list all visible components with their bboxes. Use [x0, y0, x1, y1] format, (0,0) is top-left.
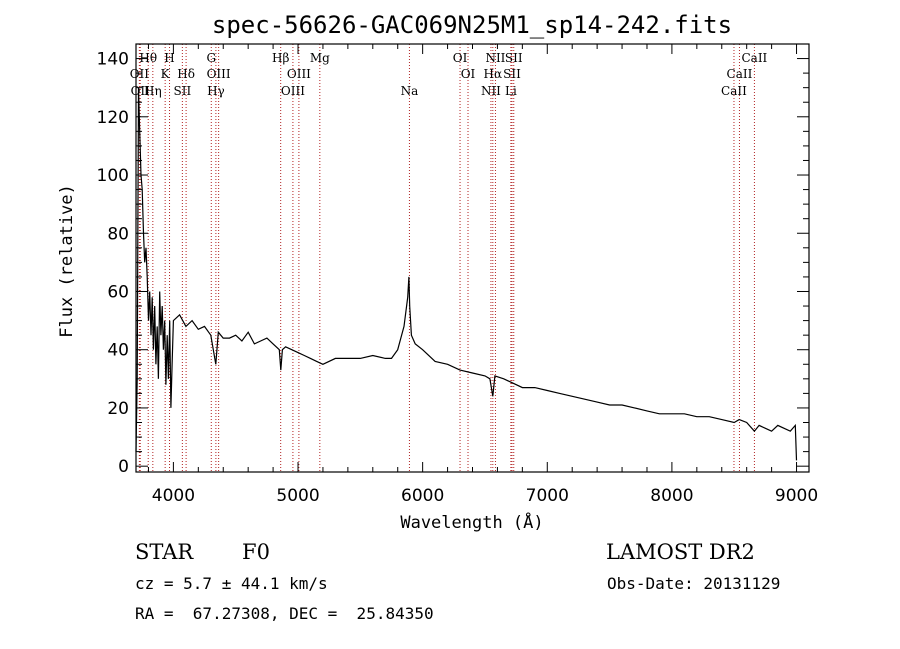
y-tick-label: 140 [97, 50, 129, 70]
y-tick-label: 40 [107, 341, 129, 361]
spectral-line-label: OIII [287, 67, 311, 81]
spectral-line-label: OI [453, 51, 468, 65]
redshift-readout: cz = 5.7 ± 44.1 km/s [135, 574, 328, 593]
spectral-line-label: Hγ [207, 84, 225, 98]
spectral-line-label: OIII [281, 84, 305, 98]
y-tick-label: 120 [97, 108, 129, 128]
spectral-line-label: K [161, 67, 171, 81]
y-tick-label: 100 [97, 166, 129, 186]
spectral-line-label: G [206, 51, 216, 65]
spectral-lines [138, 44, 755, 472]
spectrum-series-line [135, 87, 798, 461]
x-axis-ticks: 4000 5000 6000 7000 8000 9000 [147, 44, 818, 506]
coordinates-readout: RA = 67.27308, DEC = 25.84350 [135, 604, 434, 623]
y-tick-label: 20 [107, 399, 129, 419]
y-axis-label: Flux (relative) [57, 184, 77, 338]
spectral-line-label: CaII [741, 51, 767, 65]
spectral-line-label: H [164, 51, 174, 65]
chart-title: spec-56626-GAC069N25M1_sp14-242.fits [212, 11, 732, 39]
obs-date-readout: Obs-Date: 20131129 [607, 574, 781, 593]
plot-frame [135, 43, 810, 473]
spectral-line-label: Hη [144, 84, 162, 98]
spectral-line-labels: OIIOIIHθHηKHSIIHδGHγOIIIHβOIIIOIIIMgNaOI… [130, 51, 768, 98]
spectral-line-label: SII [503, 67, 521, 81]
object-class: STAR [135, 540, 194, 564]
x-tick-label: 8000 [650, 486, 693, 506]
spectral-line-label: SII [505, 51, 523, 65]
spectral-line-label: NII [481, 84, 501, 98]
object-subclass: F0 [242, 540, 270, 564]
spectral-line-label: CaII [727, 67, 753, 81]
spectral-line-label: OII [130, 67, 150, 81]
spectral-line-label: Hβ [272, 51, 289, 65]
y-tick-label: 0 [118, 457, 129, 477]
survey-name: LAMOST DR2 [606, 540, 755, 564]
spectral-line-label: Hδ [177, 67, 195, 81]
y-axis-ticks: 0 20 40 60 80 100 120 140 [97, 50, 809, 477]
y-tick-label: 80 [107, 224, 129, 244]
x-tick-label: 7000 [526, 486, 569, 506]
spectral-line-label: Li [505, 84, 517, 98]
spectral-line-label: OI [461, 67, 476, 81]
spectral-line-label: Hθ [139, 51, 157, 65]
spectral-line-label: Na [401, 84, 419, 98]
x-axis-label: Wavelength (Å) [400, 511, 543, 533]
x-tick-label: 5000 [276, 486, 319, 506]
x-tick-label: 6000 [401, 486, 444, 506]
spectral-line-label: OIII [207, 67, 231, 81]
spectral-line-label: CaII [721, 84, 747, 98]
spectral-line-label: Mg [310, 51, 330, 65]
y-tick-label: 60 [107, 282, 129, 302]
x-tick-label: 9000 [775, 486, 818, 506]
x-tick-label: 4000 [152, 486, 195, 506]
spectral-line-label: NII [485, 51, 505, 65]
spectral-line-label: SII [174, 84, 192, 98]
spectral-line-label: Hα [484, 67, 503, 81]
